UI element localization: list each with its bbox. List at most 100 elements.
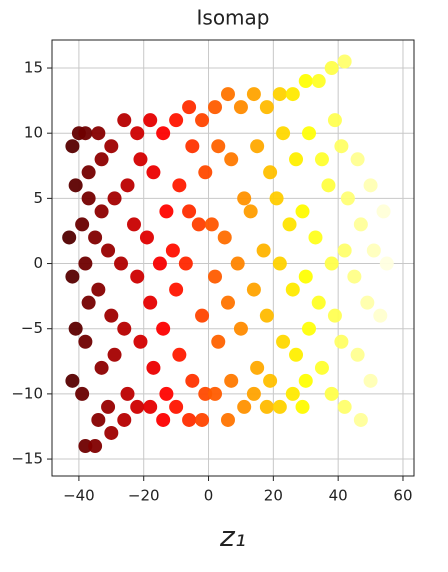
point — [276, 334, 291, 349]
point — [156, 126, 171, 141]
point — [211, 334, 226, 349]
point — [101, 399, 116, 414]
point — [360, 295, 375, 310]
point — [104, 425, 119, 440]
point — [120, 386, 135, 401]
point — [246, 282, 261, 297]
point — [94, 204, 109, 219]
point — [114, 256, 129, 271]
point — [324, 61, 339, 76]
point — [230, 256, 245, 271]
point — [172, 178, 187, 193]
point — [334, 139, 349, 154]
point — [133, 334, 148, 349]
point — [169, 282, 184, 297]
point — [243, 204, 258, 219]
point — [224, 373, 239, 388]
point — [191, 217, 206, 232]
x-axis-label: z₁ — [219, 520, 246, 553]
point — [156, 321, 171, 336]
point — [62, 230, 77, 245]
point — [220, 295, 235, 310]
point — [340, 191, 355, 206]
point — [220, 412, 235, 427]
point — [250, 360, 265, 375]
point — [373, 308, 388, 323]
point — [88, 230, 103, 245]
point — [65, 269, 80, 284]
point — [289, 347, 304, 362]
point — [94, 152, 109, 167]
point — [263, 373, 278, 388]
point — [152, 256, 167, 271]
y-tick-label: 0 — [33, 254, 43, 272]
point — [269, 191, 284, 206]
point — [337, 243, 352, 258]
y-tick-label: −15 — [11, 450, 43, 468]
x-tick-label: −20 — [128, 487, 160, 505]
point — [350, 152, 365, 167]
point — [165, 243, 180, 258]
point — [337, 399, 352, 414]
point — [130, 126, 145, 141]
point — [259, 100, 274, 115]
x-tick-label: 60 — [393, 487, 412, 505]
point — [347, 269, 362, 284]
point — [126, 217, 141, 232]
point — [156, 412, 171, 427]
point — [353, 412, 368, 427]
point — [185, 373, 200, 388]
point — [246, 87, 261, 102]
point — [233, 321, 248, 336]
point — [289, 152, 304, 167]
point — [298, 373, 313, 388]
point — [217, 230, 232, 245]
point — [198, 386, 213, 401]
point — [259, 308, 274, 323]
point — [198, 165, 213, 180]
point — [120, 178, 135, 193]
point — [133, 152, 148, 167]
point — [68, 321, 83, 336]
x-tick-label: −40 — [63, 487, 95, 505]
y-tick-label: 10 — [24, 124, 43, 142]
point — [88, 439, 103, 454]
point — [101, 243, 116, 258]
point — [350, 347, 365, 362]
point — [250, 139, 265, 154]
point — [285, 282, 300, 297]
point — [91, 282, 106, 297]
point — [220, 87, 235, 102]
x-tick-label: 20 — [264, 487, 283, 505]
point — [143, 113, 158, 128]
y-tick-label: 5 — [33, 189, 43, 207]
point — [195, 412, 210, 427]
point — [301, 321, 316, 336]
point — [169, 399, 184, 414]
point — [285, 386, 300, 401]
point — [195, 113, 210, 128]
point — [81, 295, 96, 310]
point — [204, 217, 219, 232]
point — [298, 269, 313, 284]
point — [117, 321, 132, 336]
point — [334, 334, 349, 349]
x-tick-label: 40 — [329, 487, 348, 505]
x-tick-label: 0 — [204, 487, 214, 505]
point — [208, 269, 223, 284]
point — [65, 139, 80, 154]
point — [117, 412, 132, 427]
point — [208, 100, 223, 115]
point — [65, 373, 80, 388]
point — [353, 217, 368, 232]
point — [130, 269, 145, 284]
point — [81, 191, 96, 206]
point — [104, 139, 119, 154]
point — [159, 204, 174, 219]
point — [107, 347, 122, 362]
point — [78, 334, 93, 349]
point — [327, 308, 342, 323]
point — [246, 386, 261, 401]
point — [311, 74, 326, 89]
